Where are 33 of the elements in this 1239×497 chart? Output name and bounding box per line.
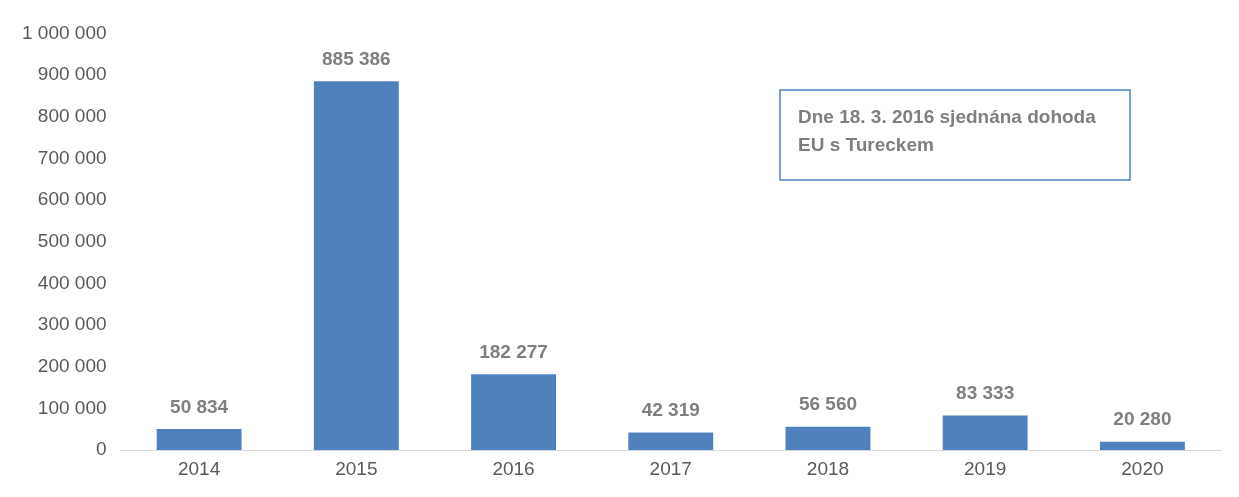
y-tick-label: 700 000 [37,146,107,168]
x-tick-label: 2014 [177,457,221,479]
y-tick-label: 1 000 000 [21,21,107,43]
data-label: 20 280 [1113,408,1172,430]
y-tick-label: 200 000 [37,355,107,377]
y-tick-label: 300 000 [37,313,107,335]
data-label: 42 319 [641,399,700,421]
y-tick-label: 100 000 [37,396,107,418]
bar [313,81,399,451]
bar [1099,441,1185,451]
y-tick-label: 0 [95,438,107,460]
x-tick-label: 2019 [964,457,1007,479]
data-label: 56 560 [798,393,858,415]
data-label: 83 333 [956,382,1015,404]
y-tick-label: 900 000 [37,63,107,85]
x-tick-label: 2020 [1121,457,1164,479]
x-tick-label: 2015 [335,457,378,479]
y-tick-label: 600 000 [37,188,107,210]
annotation: Dne 18. 3. 2016 sjednána dohoda EU s Tureckem [798,105,1097,155]
data-label: 182 277 [479,340,548,362]
bar [628,432,714,451]
y-tick-label: 800 000 [37,104,107,126]
bar [471,374,556,451]
x-tick-label: 2018 [806,457,850,479]
bar [156,429,242,451]
x-tick-label: 2016 [492,457,535,479]
y-tick-label: 500 000 [37,230,107,252]
bar [942,415,1028,451]
data-label: 50 834 [170,395,229,417]
bar [785,426,871,451]
x-tick-label: 2017 [649,457,692,479]
data-label: 885 386 [322,47,391,69]
y-tick-label: 400 000 [37,271,107,293]
